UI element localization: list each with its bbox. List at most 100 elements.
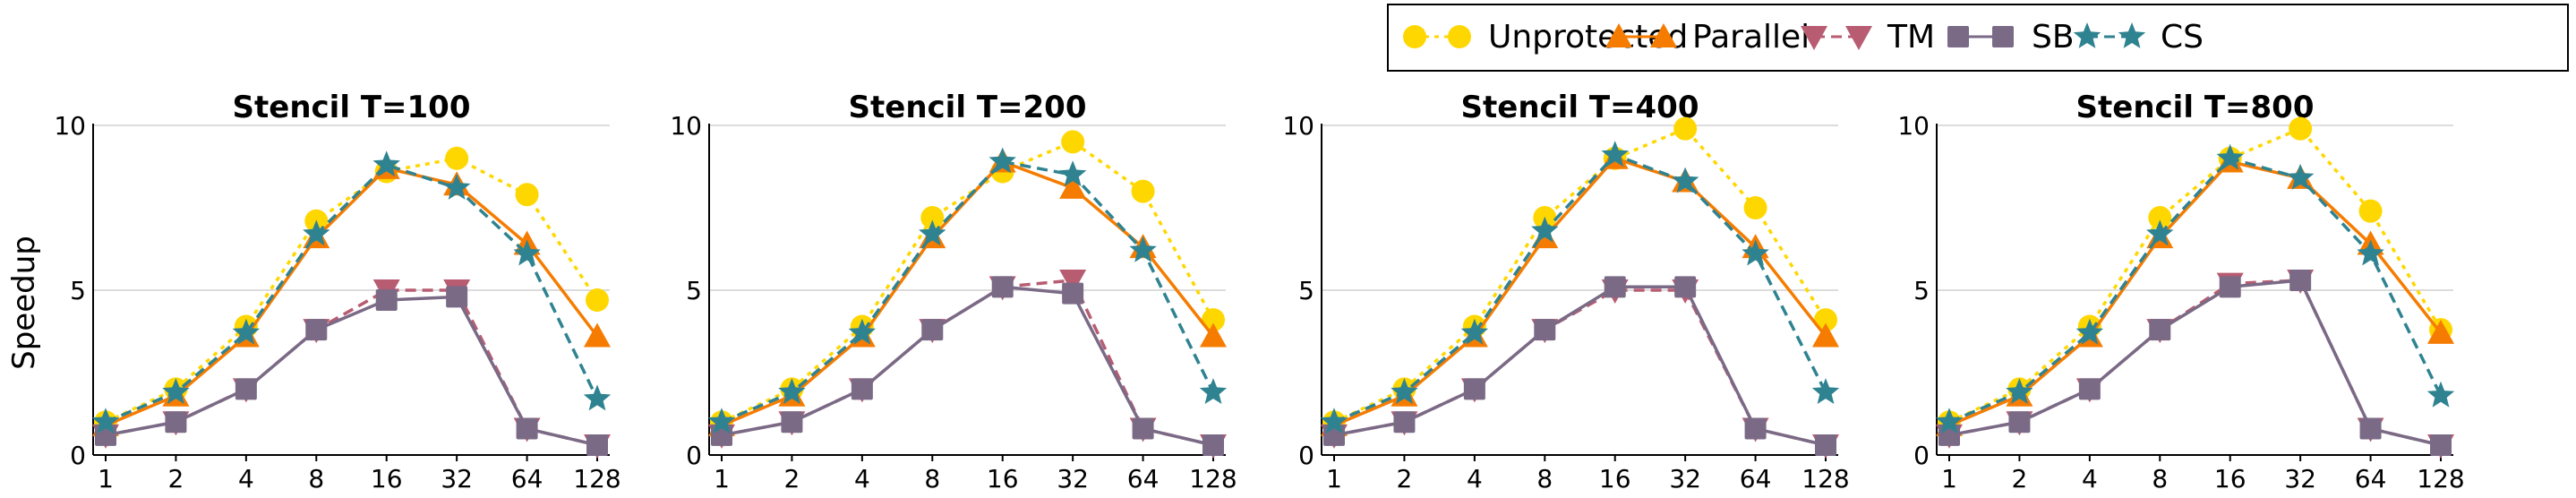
x-tick-label: 2 — [2012, 464, 2028, 494]
data-point-unprotected — [920, 206, 945, 230]
data-point-parallel — [1812, 322, 1839, 348]
y-tick-label: 5 — [686, 276, 702, 305]
data-point-unprotected — [2358, 199, 2383, 223]
series-cs — [1935, 143, 2455, 434]
data-point-cs — [1391, 378, 1418, 404]
data-point-unprotected — [1814, 308, 1837, 332]
data-point-cs — [232, 318, 261, 345]
y-tick-label: 0 — [1913, 441, 1930, 470]
data-point-cs — [1811, 378, 1840, 404]
series-sb — [1323, 276, 1836, 456]
data-point-cs — [162, 378, 190, 404]
series-line-parallel — [1333, 157, 1827, 427]
series-line-sb — [721, 285, 1214, 447]
x-tick-label: 128 — [573, 464, 620, 494]
x-tick-label: 4 — [238, 464, 254, 494]
y-tick-label: 0 — [686, 441, 702, 470]
data-point-sb — [586, 434, 608, 456]
data-point-sb — [2289, 269, 2312, 291]
data-point-sb — [1463, 378, 1485, 400]
series-line-parallel — [1948, 159, 2443, 427]
data-point-tm — [1059, 269, 1087, 294]
x-tick-label: 1 — [1326, 464, 1342, 494]
series-cs — [1320, 141, 1840, 434]
x-tick-label: 4 — [1467, 464, 1483, 494]
data-point-sb — [516, 417, 538, 440]
y-tick-label: 5 — [70, 276, 86, 305]
data-point-cs — [1320, 408, 1348, 434]
data-point-sb — [1815, 434, 1836, 456]
data-point-cs — [513, 239, 541, 266]
data-point-cs — [919, 219, 946, 246]
data-point-cs — [848, 318, 877, 345]
series-line-parallel — [105, 167, 599, 427]
data-point-cs — [91, 408, 120, 434]
data-point-sb — [1534, 319, 1556, 341]
data-point-cs — [1460, 318, 1489, 345]
data-point-unprotected — [1202, 308, 1225, 332]
legend-marker-parallel — [1605, 23, 1632, 47]
data-point-sb — [2149, 319, 2171, 341]
data-point-cs — [2426, 381, 2455, 408]
data-point-cs — [988, 147, 1016, 174]
legend-marker-tm — [1845, 26, 1872, 50]
data-point-cs — [1129, 236, 1157, 262]
legend-marker-sb — [1947, 26, 1969, 47]
x-tick-label: 4 — [2082, 464, 2098, 494]
data-point-unprotected — [586, 288, 609, 313]
x-tick-label: 32 — [1669, 464, 1701, 494]
data-point-parallel — [1200, 322, 1227, 348]
data-point-sb — [991, 276, 1014, 298]
data-point-sb — [235, 378, 257, 400]
data-point-cs — [1199, 378, 1228, 404]
data-point-sb — [851, 378, 873, 400]
y-tick-label: 5 — [1298, 276, 1314, 305]
data-point-sb — [305, 319, 328, 341]
data-point-cs — [2075, 318, 2104, 345]
x-tick-label: 128 — [1801, 464, 1849, 494]
data-point-parallel — [2427, 319, 2454, 344]
data-point-unprotected — [1131, 179, 1155, 203]
panel-title: Stencil T=100 — [233, 90, 471, 125]
x-tick-label: 32 — [1057, 464, 1089, 494]
legend-label-cs: CS — [2161, 19, 2204, 56]
x-tick-label: 64 — [2355, 464, 2387, 494]
data-point-cs — [778, 378, 806, 404]
data-point-sb — [1674, 276, 1697, 298]
data-point-parallel — [584, 322, 611, 348]
x-tick-label: 1 — [1941, 464, 1957, 494]
series-cs — [91, 150, 612, 434]
data-point-cs — [303, 219, 330, 246]
series-line-cs — [1333, 153, 1827, 424]
x-tick-label: 128 — [2417, 464, 2464, 494]
x-tick-label: 64 — [1740, 464, 1772, 494]
x-tick-label: 8 — [2152, 464, 2168, 494]
data-point-sb — [165, 411, 187, 434]
data-point-cs — [1742, 239, 1769, 266]
data-point-sb — [375, 289, 398, 312]
data-point-unprotected — [1673, 116, 1698, 141]
data-point-unprotected — [515, 183, 539, 207]
data-point-sb — [1132, 417, 1154, 440]
panel-1: 0 5 10 1 2 4 8 16 32 64 128 Stencil T=100 — [54, 90, 620, 494]
y-tick-label: 10 — [1897, 111, 1930, 141]
data-point-unprotected — [1061, 130, 1085, 154]
legend-marker-cs — [2073, 22, 2101, 48]
x-tick-label: 1 — [714, 464, 730, 494]
series-unprotected — [1322, 116, 1837, 434]
data-point-cs — [707, 408, 736, 434]
data-point-cs — [2216, 143, 2244, 170]
series-line-sb — [1948, 279, 2442, 447]
x-tick-label: 16 — [987, 464, 1019, 494]
data-point-sb — [781, 411, 803, 434]
data-point-sb — [1393, 411, 1416, 434]
data-point-sb — [921, 319, 944, 341]
data-point-unprotected — [2148, 206, 2172, 230]
series-cs — [707, 147, 1228, 434]
x-tick-label: 16 — [371, 464, 403, 494]
y-tick-label: 5 — [1913, 276, 1930, 305]
data-point-cs — [2146, 219, 2174, 246]
data-point-cs — [2286, 163, 2315, 190]
data-point-cs — [442, 173, 471, 200]
